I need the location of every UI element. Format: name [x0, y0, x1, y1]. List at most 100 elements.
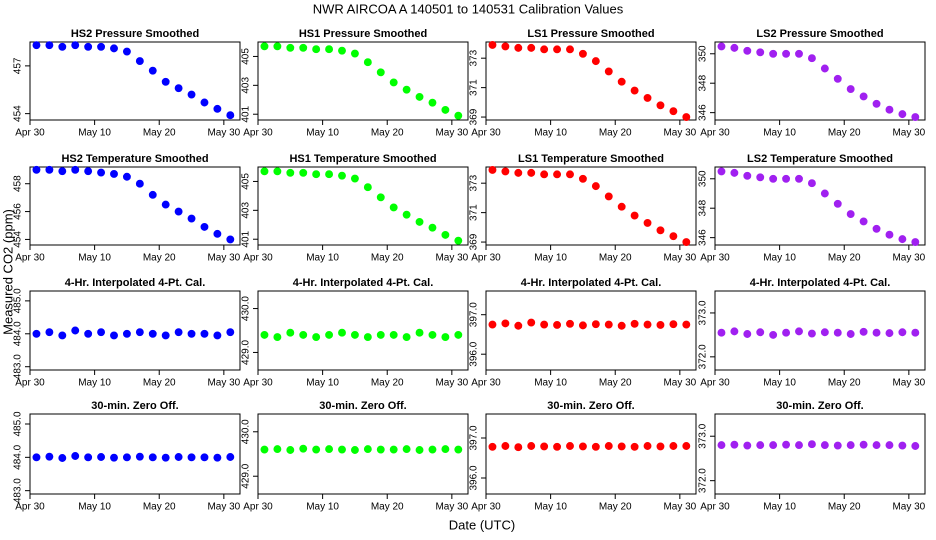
- data-point: [389, 330, 398, 339]
- data-point: [226, 235, 235, 244]
- data-point: [135, 179, 144, 188]
- plot-frame: [714, 290, 926, 371]
- data-point: [527, 168, 536, 177]
- data-point: [553, 170, 562, 179]
- plot-frame: [485, 41, 697, 121]
- data-point: [402, 210, 411, 219]
- data-point: [213, 229, 222, 238]
- x-tick-label: May 20: [828, 378, 861, 389]
- panel-title: HS1 Temperature Smoothed: [289, 153, 436, 165]
- data-point: [58, 42, 67, 51]
- x-tick-label: May 30: [435, 128, 468, 139]
- data-point: [743, 46, 752, 55]
- y-tick-label: 372.0: [698, 344, 709, 369]
- y-tick-label: 429.0: [241, 339, 252, 364]
- data-point: [514, 168, 523, 177]
- data-point: [820, 189, 829, 198]
- data-point: [566, 442, 574, 450]
- data-point: [885, 441, 894, 450]
- data-point: [566, 45, 574, 54]
- data-point: [441, 230, 450, 239]
- data-point: [350, 174, 359, 183]
- data-point: [58, 331, 67, 340]
- data-point: [730, 327, 739, 336]
- data-point: [756, 328, 765, 337]
- y-tick-label: 346: [698, 104, 709, 121]
- data-point: [71, 165, 80, 174]
- data-point: [363, 333, 372, 342]
- data-point: [769, 49, 778, 58]
- plot-frame: [29, 413, 241, 495]
- x-tick-label: Apr 30: [700, 253, 730, 264]
- data-point: [161, 331, 170, 340]
- x-tick-label: May 10: [534, 502, 567, 513]
- data-point: [743, 441, 752, 450]
- data-point: [578, 174, 587, 183]
- data-point: [743, 330, 752, 338]
- data-point: [898, 441, 907, 450]
- data-point: [604, 192, 613, 201]
- y-tick-label: 405: [241, 173, 252, 190]
- y-tick-label: 350: [698, 45, 709, 62]
- x-tick-label: Apr 30: [15, 378, 45, 389]
- data-point: [148, 329, 157, 338]
- data-point: [97, 42, 106, 51]
- data-point: [174, 328, 183, 337]
- data-point: [820, 328, 829, 337]
- data-point: [441, 105, 450, 114]
- panel-title: 4-Hr. Interpolated 4-Pt. Cal.: [750, 277, 891, 289]
- x-tick-label: May 10: [534, 378, 567, 389]
- data-point: [859, 440, 868, 449]
- data-point: [833, 328, 842, 337]
- data-point: [260, 167, 269, 176]
- x-tick-label: May 10: [306, 378, 339, 389]
- x-tick-label: May 20: [371, 502, 404, 513]
- data-point: [187, 329, 196, 338]
- data-point: [299, 168, 308, 177]
- y-tick-label: 397.0: [469, 302, 480, 327]
- data-point: [45, 165, 54, 174]
- data-point: [350, 330, 359, 339]
- data-point: [135, 328, 144, 337]
- data-point: [656, 226, 665, 235]
- data-point: [441, 333, 450, 342]
- data-point: [488, 320, 497, 329]
- data-point: [578, 49, 587, 58]
- data-point: [213, 331, 222, 340]
- data-point: [32, 453, 41, 462]
- x-tick-label: May 20: [371, 128, 404, 139]
- x-tick-label: May 10: [763, 502, 796, 513]
- x-tick-label: May 30: [663, 128, 696, 139]
- x-tick-label: May 10: [78, 128, 111, 139]
- data-point: [428, 330, 437, 339]
- data-point: [769, 174, 778, 183]
- y-tick-label: 350: [698, 170, 709, 187]
- data-point: [350, 49, 359, 58]
- data-point: [376, 193, 385, 202]
- x-tick-label: May 20: [599, 502, 632, 513]
- data-point: [174, 453, 183, 461]
- x-tick-label: May 30: [892, 253, 925, 264]
- data-point: [402, 445, 411, 454]
- data-point: [604, 320, 613, 329]
- data-point: [110, 331, 118, 340]
- y-tick-label: 405: [241, 48, 252, 65]
- data-point: [454, 111, 463, 120]
- data-point: [514, 321, 523, 330]
- data-point: [363, 445, 372, 454]
- x-tick-label: Apr 30: [15, 128, 45, 139]
- y-tick-label: 484.0: [13, 321, 24, 346]
- data-point: [200, 98, 209, 107]
- data-point: [84, 167, 93, 176]
- data-point: [286, 328, 295, 337]
- x-tick-label: May 20: [143, 253, 176, 264]
- data-point: [122, 172, 131, 181]
- data-point: [820, 64, 829, 73]
- x-tick-label: May 30: [663, 253, 696, 264]
- data-point: [885, 105, 894, 114]
- panel-title: LS2 Temperature Smoothed: [747, 153, 893, 165]
- data-point: [226, 111, 235, 120]
- x-tick-label: May 20: [828, 502, 861, 513]
- data-point: [807, 54, 816, 63]
- x-tick-label: May 10: [306, 128, 339, 139]
